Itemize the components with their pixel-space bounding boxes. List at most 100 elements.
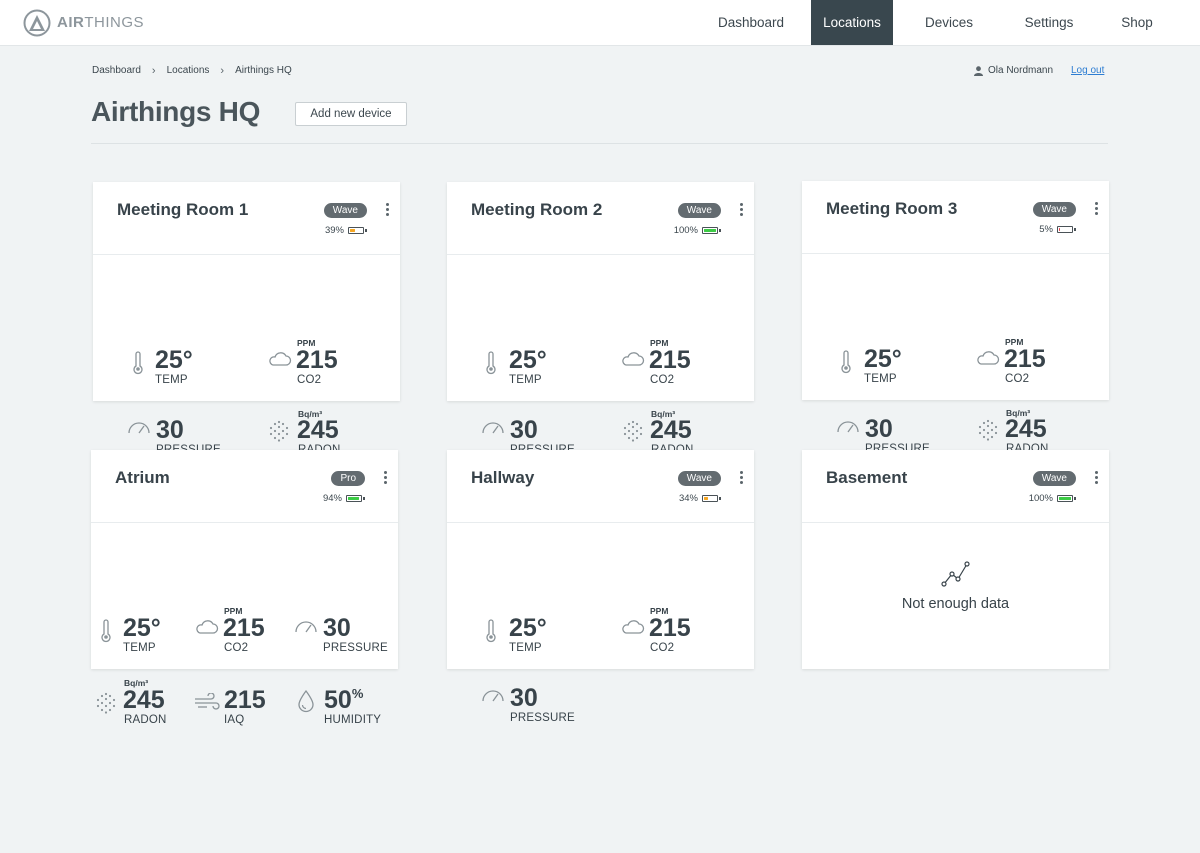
device-type-badge: Pro (331, 471, 365, 486)
chevron-right-icon: › (220, 65, 225, 77)
gauge-icon (837, 421, 859, 433)
battery-icon (1057, 226, 1073, 233)
nav-settings[interactable]: Settings (1024, 15, 1074, 30)
battery-percent: 94% (322, 493, 342, 504)
user-info: Ola Nordmann (974, 65, 1053, 76)
battery-percent: 34% (678, 493, 698, 504)
line-graph-icon (941, 561, 970, 587)
thermometer-icon (133, 351, 143, 375)
iaq-label: IAQ (224, 714, 245, 726)
add-new-device-button[interactable]: Add new device (295, 102, 407, 126)
pressure-value: 30 (510, 416, 538, 444)
chevron-right-icon: › (151, 65, 156, 77)
cloud-icon (622, 620, 645, 634)
co2-value: 215 (649, 614, 691, 642)
radon-particles-icon (96, 692, 116, 714)
temp-value: 25° (155, 346, 193, 374)
pressure-value: 30 (156, 416, 184, 444)
device-card-meeting-room-1[interactable]: Meeting Room 1 Wave 39% 25° TEMP PPM 215… (93, 182, 400, 456)
device-card-meeting-room-3[interactable]: Meeting Room 3 Wave 5% 25° TEMP PPM 215 … (802, 181, 1109, 455)
gauge-icon (482, 690, 504, 702)
battery-percent: 100% (1028, 493, 1053, 504)
battery-percent: 100% (673, 225, 698, 236)
co2-value: 215 (649, 346, 691, 374)
card-title: Meeting Room 3 (826, 199, 958, 218)
breadcrumb-dashboard[interactable]: Dashboard (92, 65, 141, 76)
co2-unit: PPM (1005, 337, 1024, 347)
temp-value: 25° (864, 345, 902, 373)
co2-unit: PPM (224, 606, 243, 616)
cloud-icon (622, 352, 645, 366)
temp-value: 25° (509, 614, 547, 642)
thermometer-icon (486, 351, 496, 375)
co2-value: 215 (1004, 345, 1046, 373)
battery-icon (1057, 495, 1073, 502)
top-navigation-bar: AIRTHINGS Dashboard Locations Devices Se… (0, 0, 1200, 46)
humidity-label: HUMIDITY (324, 714, 382, 726)
not-enough-data-message: Not enough data (901, 596, 1010, 612)
temp-label: TEMP (509, 374, 542, 386)
device-type-badge: Wave (1032, 202, 1076, 217)
temp-label: TEMP (155, 374, 188, 386)
device-type-badge: Wave (677, 471, 721, 486)
co2-unit: PPM (650, 338, 669, 348)
wind-icon (195, 693, 220, 710)
breadcrumb: Dashboard › Locations › Airthings HQ (92, 65, 292, 77)
thermometer-icon (841, 350, 851, 374)
card-header: Meeting Room 1 Wave 39% (93, 182, 400, 255)
temp-label: TEMP (509, 642, 542, 654)
nav-dashboard[interactable]: Dashboard (717, 15, 785, 30)
co2-label: CO2 (297, 374, 322, 386)
radon-unit: Bq/m³ (298, 409, 323, 419)
nav-devices[interactable]: Devices (924, 15, 973, 30)
radon-value: 245 (650, 416, 692, 444)
co2-label: CO2 (224, 642, 249, 654)
gauge-icon (482, 422, 504, 434)
device-card-basement[interactable]: Basement Wave 100% Not enough data (802, 450, 1109, 669)
battery-status: 100% (1029, 493, 1076, 504)
card-header: Hallway Wave 34% (447, 450, 754, 523)
co2-unit: PPM (650, 606, 669, 616)
co2-label: CO2 (650, 642, 675, 654)
iaq-value: 215 (224, 686, 266, 714)
radon-particles-icon (269, 420, 289, 442)
more-options-icon[interactable] (1095, 202, 1099, 216)
device-card-atrium[interactable]: Atrium Pro 94% 25° TEMP PPM 215 CO2 30 P… (91, 450, 398, 726)
radon-unit: Bq/m³ (124, 678, 149, 688)
battery-status: 39% (325, 225, 367, 236)
battery-icon (702, 495, 718, 502)
battery-icon (346, 495, 362, 502)
temp-value: 25° (509, 346, 547, 374)
card-title: Atrium (115, 468, 170, 487)
nav-shop[interactable]: Shop (1121, 15, 1153, 30)
cloud-icon (269, 352, 292, 366)
temp-value: 25° (123, 614, 161, 642)
co2-label: CO2 (1005, 373, 1030, 385)
more-options-icon[interactable] (740, 471, 744, 485)
battery-icon (702, 227, 718, 234)
battery-status: 5% (1039, 224, 1076, 235)
water-drop-icon (298, 689, 314, 713)
more-options-icon[interactable] (740, 203, 744, 217)
logout-link[interactable]: Log out (1071, 65, 1105, 76)
radon-label: RADON (124, 714, 167, 726)
breadcrumb-current: Airthings HQ (235, 65, 292, 76)
device-card-hallway[interactable]: Hallway Wave 34% 25° TEMP PPM 215 CO2 30… (447, 450, 754, 724)
battery-status: 94% (323, 493, 365, 504)
card-header: Meeting Room 3 Wave 5% (802, 181, 1109, 254)
more-options-icon[interactable] (1095, 471, 1099, 485)
more-options-icon[interactable] (384, 471, 388, 485)
co2-value: 215 (223, 614, 265, 642)
cloud-icon (977, 351, 1000, 365)
brand-logo[interactable]: AIRTHINGS (23, 9, 144, 37)
thermometer-icon (486, 619, 496, 643)
page-title: Airthings HQ (91, 96, 261, 127)
nav-locations[interactable]: Locations (811, 0, 893, 45)
humidity-unit: % (351, 686, 364, 701)
device-card-meeting-room-2[interactable]: Meeting Room 2 Wave 100% 25° TEMP PPM 21… (447, 182, 754, 456)
pressure-value: 30 (323, 614, 351, 642)
breadcrumb-locations[interactable]: Locations (166, 65, 210, 76)
radon-particles-icon (623, 420, 643, 442)
more-options-icon[interactable] (386, 203, 390, 217)
airthings-logo-icon (23, 9, 51, 37)
